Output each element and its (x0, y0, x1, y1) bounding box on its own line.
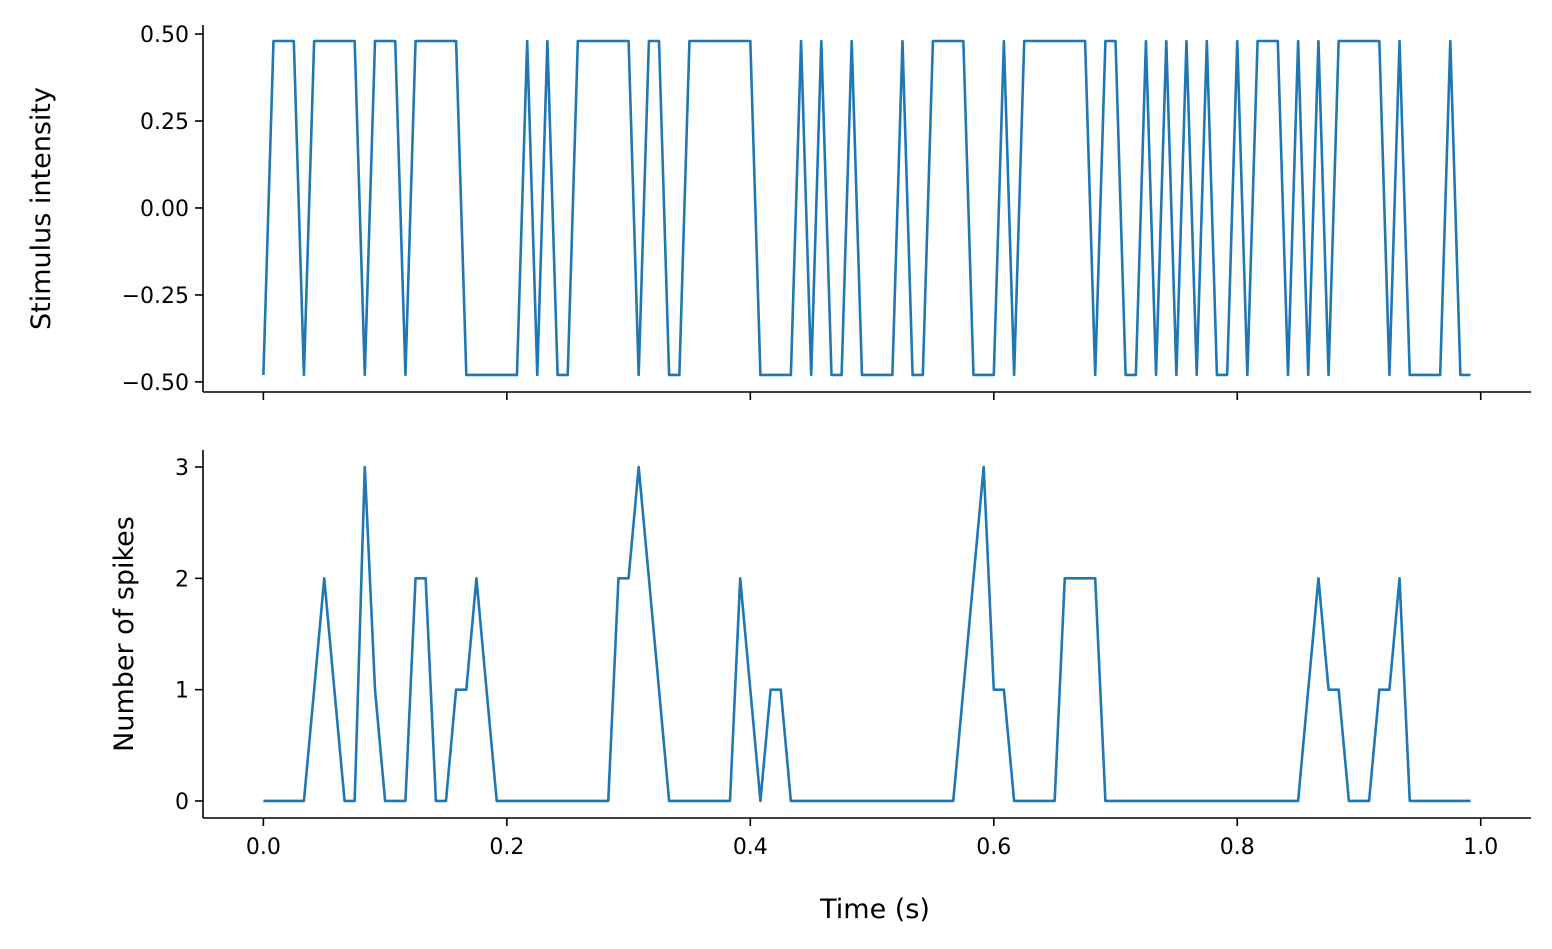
data-line (262, 39, 1471, 377)
x-axis-label: Time (s) (819, 894, 930, 925)
y-tick-label: 2 (175, 567, 189, 592)
data-line (263, 465, 1471, 803)
y-tick-label: 0 (175, 790, 189, 815)
x-tick-label: 0.6 (976, 835, 1011, 860)
x-tick-label: 0.8 (1220, 835, 1255, 860)
x-tick-label: 0.4 (733, 835, 768, 860)
y-axis-label: Number of spikes (109, 516, 140, 752)
y-tick-label: 0.00 (140, 197, 189, 222)
y-tick-label: −0.50 (122, 371, 189, 396)
x-tick-label: 1.0 (1463, 835, 1498, 860)
y-tick-label: −0.25 (122, 284, 189, 309)
y-axis-label: Stimulus intensity (26, 87, 57, 330)
x-tick-label: 0.2 (489, 835, 524, 860)
y-tick-label: 0.50 (140, 23, 189, 48)
x-tick-label: 0.0 (246, 835, 281, 860)
y-tick-label: 0.25 (140, 110, 189, 135)
y-tick-label: 3 (175, 456, 189, 481)
y-tick-label: 1 (175, 679, 189, 704)
